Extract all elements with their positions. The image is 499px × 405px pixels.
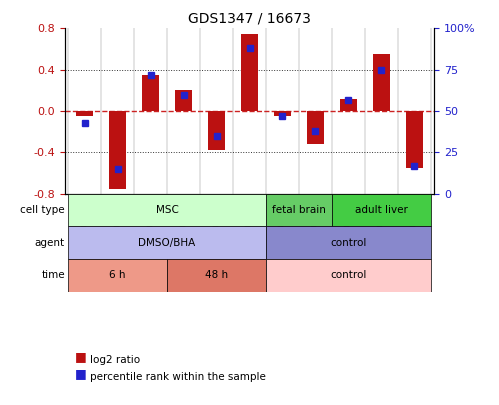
Text: 6 h: 6 h xyxy=(109,270,126,280)
Bar xyxy=(208,111,225,150)
Text: agent: agent xyxy=(35,238,65,248)
Text: MSC: MSC xyxy=(156,205,179,215)
Bar xyxy=(142,75,159,111)
FancyBboxPatch shape xyxy=(68,259,167,292)
Text: log2 ratio: log2 ratio xyxy=(90,356,140,365)
Text: time: time xyxy=(41,270,65,280)
Bar xyxy=(76,111,93,116)
Text: control: control xyxy=(330,270,367,280)
Bar xyxy=(307,111,324,144)
Bar xyxy=(241,34,258,111)
FancyBboxPatch shape xyxy=(167,259,266,292)
FancyBboxPatch shape xyxy=(332,194,431,226)
Bar xyxy=(340,99,357,111)
FancyBboxPatch shape xyxy=(266,226,431,259)
Bar xyxy=(373,54,390,111)
Bar xyxy=(109,111,126,189)
Bar xyxy=(406,111,423,168)
Text: fetal brain: fetal brain xyxy=(272,205,326,215)
FancyBboxPatch shape xyxy=(266,259,431,292)
Text: adult liver: adult liver xyxy=(355,205,408,215)
Text: ■: ■ xyxy=(75,367,87,379)
Text: control: control xyxy=(330,238,367,248)
Title: GDS1347 / 16673: GDS1347 / 16673 xyxy=(188,12,311,26)
Bar xyxy=(274,111,291,116)
Bar xyxy=(175,90,192,111)
FancyBboxPatch shape xyxy=(266,194,332,226)
Text: cell type: cell type xyxy=(20,205,65,215)
Text: ■: ■ xyxy=(75,350,87,363)
Text: DMSO/BHA: DMSO/BHA xyxy=(138,238,196,248)
Text: 48 h: 48 h xyxy=(205,270,228,280)
Text: percentile rank within the sample: percentile rank within the sample xyxy=(90,372,265,382)
FancyBboxPatch shape xyxy=(68,226,266,259)
FancyBboxPatch shape xyxy=(68,194,266,226)
